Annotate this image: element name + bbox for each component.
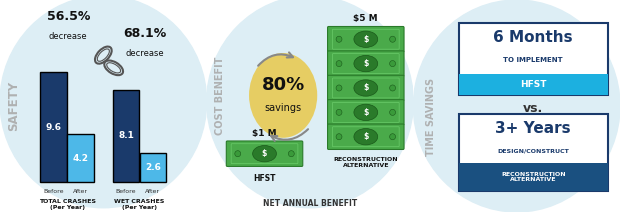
Text: decrease: decrease <box>49 32 87 40</box>
FancyBboxPatch shape <box>113 90 140 182</box>
Text: 68.1%: 68.1% <box>123 27 166 40</box>
Circle shape <box>336 36 342 42</box>
Circle shape <box>0 0 206 208</box>
Circle shape <box>389 134 396 140</box>
Text: Before: Before <box>116 189 136 194</box>
FancyBboxPatch shape <box>459 23 608 95</box>
Circle shape <box>389 85 396 91</box>
FancyBboxPatch shape <box>459 114 608 191</box>
Text: WET CRASHES
(Per Year): WET CRASHES (Per Year) <box>114 199 165 210</box>
Ellipse shape <box>354 55 378 72</box>
Circle shape <box>336 85 342 91</box>
FancyBboxPatch shape <box>140 153 166 182</box>
Text: Before: Before <box>43 189 64 194</box>
Text: NET ANNUAL BENEFIT: NET ANNUAL BENEFIT <box>263 199 357 208</box>
Text: $1 M: $1 M <box>252 129 277 138</box>
Circle shape <box>389 109 396 115</box>
Text: COST BENEFIT: COST BENEFIT <box>215 56 225 135</box>
Text: 6 Months: 6 Months <box>494 30 573 45</box>
Text: $5 M: $5 M <box>353 14 378 23</box>
Text: After: After <box>73 189 88 194</box>
Text: $: $ <box>363 132 368 141</box>
Circle shape <box>336 61 342 67</box>
Text: HFST: HFST <box>520 80 546 89</box>
Circle shape <box>336 134 342 140</box>
Text: $: $ <box>363 35 368 44</box>
FancyBboxPatch shape <box>327 26 404 52</box>
Text: vs.: vs. <box>523 102 543 115</box>
Text: DESIGN/CONSTRUCT: DESIGN/CONSTRUCT <box>497 148 569 153</box>
Text: TO IMPLEMENT: TO IMPLEMENT <box>503 57 563 63</box>
Ellipse shape <box>354 31 378 47</box>
Text: $: $ <box>363 84 368 92</box>
Ellipse shape <box>354 104 378 120</box>
Text: RECONSTRUCTION
ALTERNATIVE: RECONSTRUCTION ALTERNATIVE <box>501 172 565 182</box>
FancyBboxPatch shape <box>327 51 404 76</box>
Ellipse shape <box>249 53 317 138</box>
Circle shape <box>288 151 294 157</box>
Ellipse shape <box>354 128 378 145</box>
FancyBboxPatch shape <box>226 141 303 166</box>
Circle shape <box>206 0 414 208</box>
Text: After: After <box>146 189 161 194</box>
Text: 80%: 80% <box>262 76 305 94</box>
Text: 2.6: 2.6 <box>145 163 161 172</box>
Text: RECONSTRUCTION
ALTERNATIVE: RECONSTRUCTION ALTERNATIVE <box>334 157 398 168</box>
Text: SAFETY: SAFETY <box>7 81 20 131</box>
FancyBboxPatch shape <box>327 75 404 101</box>
Text: 9.6: 9.6 <box>46 123 62 132</box>
FancyBboxPatch shape <box>459 74 608 95</box>
Circle shape <box>336 109 342 115</box>
Text: 56.5%: 56.5% <box>46 10 90 24</box>
FancyBboxPatch shape <box>67 134 94 182</box>
Text: 8.1: 8.1 <box>118 131 134 141</box>
Text: HFST: HFST <box>254 174 276 183</box>
FancyBboxPatch shape <box>459 163 608 191</box>
Text: decrease: decrease <box>125 49 164 57</box>
Text: $: $ <box>363 59 368 68</box>
Text: $: $ <box>363 108 368 117</box>
FancyBboxPatch shape <box>327 124 404 149</box>
Circle shape <box>389 36 396 42</box>
Text: savings: savings <box>265 103 302 113</box>
Text: TIME SAVINGS: TIME SAVINGS <box>426 78 436 156</box>
FancyBboxPatch shape <box>327 100 404 125</box>
Text: 3+ Years: 3+ Years <box>495 121 571 136</box>
FancyBboxPatch shape <box>40 73 67 182</box>
Text: 4.2: 4.2 <box>73 154 89 163</box>
Text: $: $ <box>262 149 267 158</box>
Ellipse shape <box>354 80 378 96</box>
Circle shape <box>389 61 396 67</box>
Ellipse shape <box>252 145 277 162</box>
Text: TOTAL CRASHES
(Per Year): TOTAL CRASHES (Per Year) <box>38 199 95 210</box>
Circle shape <box>235 151 241 157</box>
Circle shape <box>414 0 620 212</box>
